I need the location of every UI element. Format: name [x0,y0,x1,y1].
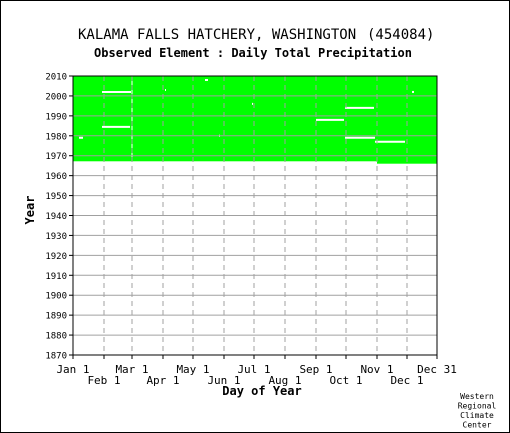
y-tick-label: 1870 [45,352,67,362]
x-tick-label: Jun 1 [207,374,240,387]
x-axis-label: Day of Year [222,384,301,398]
credit-line: Center [463,421,492,430]
credit-line: Western [460,392,494,401]
credit-line: Regional [458,402,497,411]
x-tick-label: Mar 1 [115,363,148,376]
data-layer [73,76,437,164]
x-tick-label: Sep 1 [299,363,332,376]
x-tick-label: Aug 1 [268,374,301,387]
x-tick-label: Dec 1 [390,374,423,387]
y-tick-label: 1950 [45,192,67,202]
y-tick-label: 1970 [45,152,67,162]
y-tick-label: 1980 [45,132,67,142]
station-id: (454084) [367,27,434,43]
axes-layer [69,75,438,359]
x-tick-label: May 1 [176,363,209,376]
x-tick-label: Jul 1 [237,363,270,376]
x-tick-label: Oct 1 [329,374,362,387]
y-axis-label: Year [23,196,37,225]
y-tick-label: 2010 [45,73,67,83]
credit-line: Climate [460,411,494,420]
x-tick-label: Jan 1 [56,363,89,376]
text-layer: 1870 1880 1890 1900 1910 1920 1930 1940 1950 1960… [23,27,496,430]
y-tick-label: 1900 [45,292,67,302]
x-tick-label: Feb 1 [87,374,120,387]
x-tick-label: Nov 1 [360,363,393,376]
y-tick-label: 1910 [45,272,67,282]
x-tick-label: Apr 1 [146,374,179,387]
y-tick-label: 1930 [45,232,67,242]
y-tick-label: 1920 [45,252,67,262]
data-block-0 [73,76,377,162]
chart-subtitle: Observed Element : Daily Total Precipita… [94,46,412,60]
y-tick-label: 2000 [45,92,67,102]
chart-title: KALAMA FALLS HATCHERY, WASHINGTON [78,27,356,43]
x-tick-label: Dec 31 [417,363,457,376]
y-tick-label: 1960 [45,172,67,182]
y-tick-label: 1940 [45,212,67,222]
y-tick-label: 1890 [45,312,67,322]
y-tick-label: 1880 [45,332,67,342]
y-tick-label: 1990 [45,112,67,122]
